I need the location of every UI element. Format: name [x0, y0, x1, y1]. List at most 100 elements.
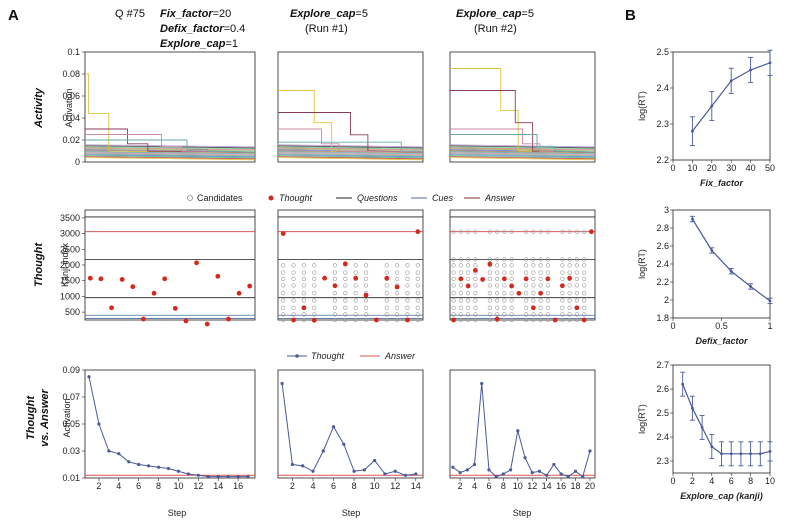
- candidate-marker: [332, 305, 338, 310]
- candidate-marker: [415, 283, 420, 288]
- question-id: Q #75: [115, 8, 145, 20]
- candidate-marker: [473, 317, 478, 323]
- tva-xtick: 2: [96, 481, 101, 491]
- thought-dot: [172, 305, 178, 311]
- activity-trace: [449, 144, 596, 148]
- candidate-marker: [502, 298, 507, 303]
- candidate-marker: [415, 312, 420, 317]
- candidate-marker: [363, 305, 369, 310]
- candidate-marker: [574, 276, 579, 281]
- candidate-marker: [405, 291, 410, 296]
- thought-dot: [98, 276, 104, 282]
- candidate-marker: [509, 317, 514, 323]
- thought-ytick: 500: [65, 307, 80, 317]
- thought-point: [311, 469, 315, 473]
- candidate-marker: [281, 305, 286, 310]
- candidate-marker: [281, 283, 286, 288]
- candidate-marker: [281, 270, 286, 275]
- tva-xtick: 10: [370, 481, 380, 491]
- thought-dot: [487, 261, 493, 267]
- candidate-marker: [545, 257, 550, 262]
- thought-point: [127, 460, 131, 464]
- candidate-marker: [332, 312, 338, 317]
- thought-dot: [509, 283, 515, 289]
- activity-trace: [277, 154, 424, 158]
- candidate-marker: [281, 276, 286, 281]
- tva-xtick: 4: [310, 481, 315, 491]
- candidate-marker: [473, 263, 478, 268]
- candidate-marker: [545, 312, 550, 317]
- b-xtick: 30: [726, 163, 736, 173]
- tva-frame-3: [449, 369, 596, 479]
- candidate-marker: [574, 312, 579, 317]
- step-label-2: Step: [342, 508, 361, 518]
- activity-trace: [449, 155, 596, 159]
- activity-trace: [449, 151, 596, 155]
- candidate-marker: [495, 283, 500, 288]
- b-ytick: 2.6: [656, 384, 669, 394]
- activity-trace: [277, 147, 424, 151]
- thought-point: [301, 464, 305, 468]
- candidate-marker: [458, 305, 463, 310]
- candidate-marker: [312, 312, 317, 317]
- candidate-marker: [363, 317, 369, 323]
- candidate-marker: [531, 291, 536, 296]
- candidate-marker: [415, 305, 420, 310]
- thought-dot: [215, 273, 221, 279]
- tva-ylabel: Activation: [62, 398, 72, 437]
- candidate-marker: [353, 298, 358, 303]
- candidate-marker: [291, 283, 296, 288]
- candidate-marker: [487, 270, 492, 275]
- thought-dot: [545, 276, 551, 282]
- candidate-marker: [574, 291, 579, 296]
- candidate-marker: [395, 263, 400, 268]
- b-point: [710, 249, 714, 252]
- candidate-marker: [395, 270, 400, 275]
- b-ytick: 2.3: [656, 456, 669, 466]
- thought-series-line: [88, 376, 249, 478]
- activity-trace: [449, 157, 596, 161]
- activity-trace: [277, 150, 424, 154]
- candidate-marker: [495, 305, 500, 310]
- step-label-1: Step: [168, 508, 187, 518]
- candidate-marker: [502, 229, 507, 234]
- b-point: [710, 445, 714, 448]
- candidate-marker: [332, 270, 338, 275]
- thought-dot: [301, 305, 307, 311]
- candidate-marker: [466, 317, 471, 323]
- legend-candidates: Candidates: [197, 193, 243, 203]
- candidate-marker: [524, 312, 529, 317]
- candidate-marker: [291, 291, 296, 296]
- tva-xtick: 14: [213, 481, 223, 491]
- activity-trace: [449, 148, 596, 152]
- thought-dot: [523, 276, 529, 282]
- candidate-marker: [538, 229, 543, 234]
- b-point: [768, 450, 772, 453]
- thought-dot: [162, 276, 168, 282]
- candidate-marker: [502, 263, 507, 268]
- candidate-marker: [281, 317, 286, 323]
- candidate-marker: [384, 283, 389, 288]
- b-xtick: 0: [670, 163, 675, 173]
- candidate-marker: [458, 263, 463, 268]
- candidate-marker: [560, 270, 565, 275]
- candidate-marker: [458, 229, 463, 234]
- candidate-marker: [451, 276, 456, 281]
- b-ylabel: log(RT): [637, 249, 647, 279]
- b-point: [691, 406, 694, 410]
- thought-point: [501, 472, 505, 476]
- candidate-marker: [495, 257, 500, 262]
- candidate-marker: [487, 312, 492, 317]
- candidate-marker: [343, 276, 348, 281]
- candidate-marker: [545, 283, 550, 288]
- candidate-marker: [567, 312, 572, 317]
- candidate-marker: [405, 305, 410, 310]
- tva-xtick: 6: [486, 481, 491, 491]
- thought-dot: [204, 321, 210, 327]
- candidate-marker: [509, 276, 514, 281]
- candidate-marker: [538, 312, 543, 317]
- thought-ytick: 2000: [60, 260, 80, 270]
- thought-ytick: 1500: [60, 276, 80, 286]
- tva-xtick: 18: [571, 481, 581, 491]
- activity-trace: [84, 154, 256, 158]
